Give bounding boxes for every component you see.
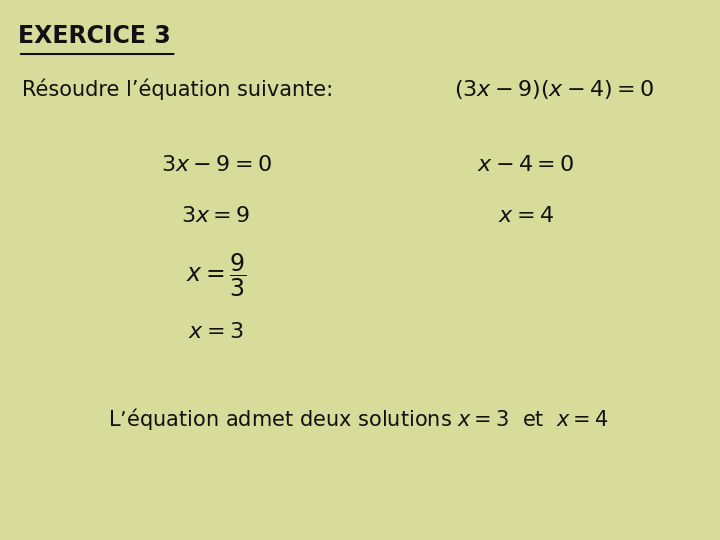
Text: $3x-9=0$: $3x-9=0$ (161, 154, 271, 175)
Text: Résoudre l’équation suivante:: Résoudre l’équation suivante: (22, 78, 333, 100)
Text: $x-4=0$: $x-4=0$ (477, 154, 575, 175)
Text: $x=3$: $x=3$ (189, 322, 243, 342)
Text: $x=\dfrac{9}{3}$: $x=\dfrac{9}{3}$ (186, 252, 246, 299)
Text: L’équation admet deux solutions $x = 3$  et  $x = 4$: L’équation admet deux solutions $x = 3$ … (108, 406, 608, 431)
Text: EXERCICE 3: EXERCICE 3 (18, 24, 171, 48)
Text: $x=4$: $x=4$ (498, 206, 554, 226)
Text: $(3x-9)(x-4)=0$: $(3x-9)(x-4)=0$ (454, 78, 654, 102)
Text: $3x=9$: $3x=9$ (181, 206, 251, 226)
